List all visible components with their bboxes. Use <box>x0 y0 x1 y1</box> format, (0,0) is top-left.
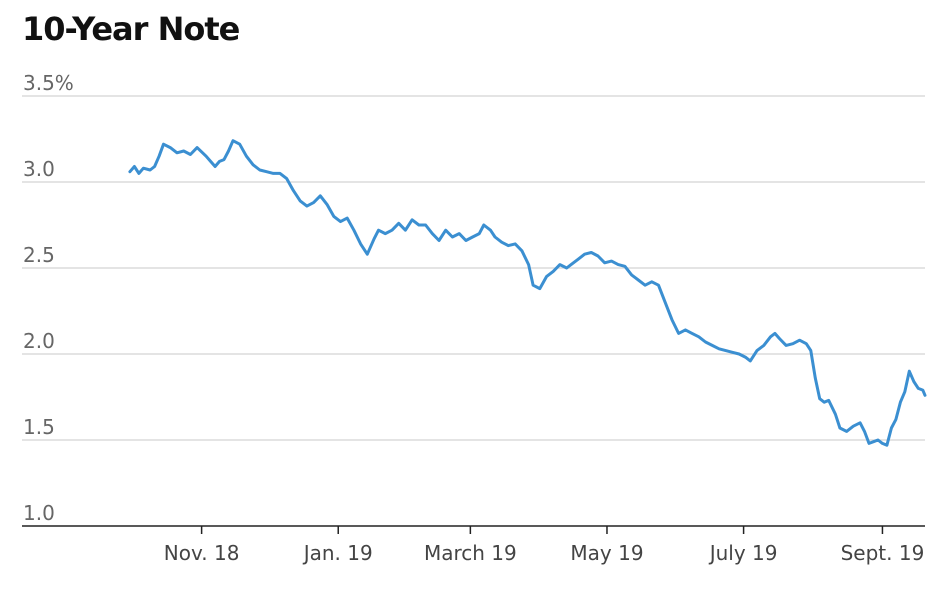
x-tick-label: March 19 <box>424 541 517 565</box>
y-tick-label: 2.0 <box>23 329 55 353</box>
y-gridlines <box>22 95 925 441</box>
x-tick-label: May 19 <box>570 541 643 565</box>
chart-title: 10-Year Note <box>22 10 240 48</box>
series-group <box>128 139 927 447</box>
x-tick-label: Sept. 19 <box>841 541 925 565</box>
y-tick-label: 1.5 <box>23 415 55 439</box>
x-tick-label: July 19 <box>708 541 778 565</box>
x-ticks: Nov. 18 Jan. 19 March 19 May 19 July 19 Sept.… <box>164 526 925 565</box>
x-tick-label: Jan. 19 <box>302 541 373 565</box>
series-line <box>128 139 927 447</box>
y-tick-label: 3.5% <box>23 71 74 95</box>
y-tick-label: 2.5 <box>23 243 55 267</box>
y-tick-label: 1.0 <box>23 501 55 525</box>
x-tick-label: Nov. 18 <box>164 541 240 565</box>
y-tick-labels: 3.5% 3.0 2.5 2.0 1.5 1.0 <box>23 71 74 525</box>
y-tick-label: 3.0 <box>23 157 55 181</box>
